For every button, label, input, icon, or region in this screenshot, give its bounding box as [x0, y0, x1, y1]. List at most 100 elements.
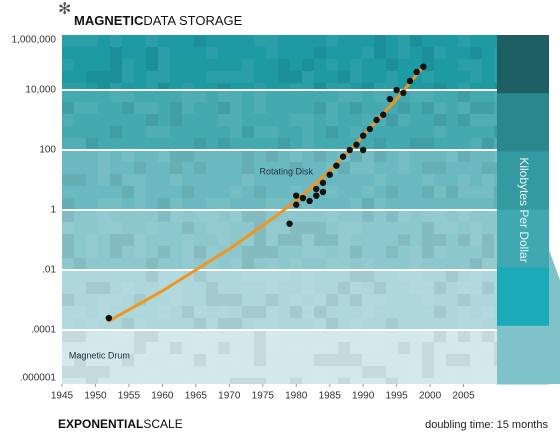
texture: [302, 234, 314, 246]
texture: [110, 174, 122, 186]
texture: [362, 270, 374, 282]
texture: [218, 222, 230, 234]
texture: [422, 71, 434, 83]
data-point: [319, 179, 327, 187]
texture: [458, 210, 470, 222]
texture: [134, 354, 146, 366]
texture: [134, 102, 146, 114]
texture: [122, 102, 134, 114]
texture: [314, 366, 326, 378]
texture: [110, 90, 122, 102]
texture: [362, 366, 374, 378]
texture: [74, 138, 86, 150]
x-tick-label: 1965: [185, 391, 208, 402]
texture: [374, 330, 386, 342]
texture: [62, 234, 74, 246]
texture: [290, 294, 302, 306]
x-tick-label: 1945: [51, 391, 74, 402]
texture: [350, 198, 362, 210]
texture: [362, 294, 374, 306]
texture: [242, 246, 254, 258]
texture: [86, 102, 98, 114]
texture: [470, 354, 482, 366]
texture: [158, 126, 170, 138]
chart-title: MAGNETICDATA STORAGE: [74, 13, 243, 28]
texture: [206, 282, 218, 294]
texture: [422, 47, 434, 59]
texture: [86, 378, 98, 384]
texture: [110, 126, 122, 138]
texture: [470, 47, 482, 59]
texture: [194, 246, 206, 258]
data-point: [286, 220, 293, 227]
texture: [410, 366, 422, 378]
texture: [110, 47, 122, 59]
scale-notch: [549, 250, 560, 384]
texture: [122, 186, 134, 198]
trend-line: [107, 65, 425, 323]
texture: [266, 47, 278, 59]
texture: [98, 210, 110, 222]
texture: [302, 71, 314, 83]
texture: [470, 186, 482, 198]
texture: [362, 186, 374, 198]
texture: [206, 222, 218, 234]
texture: [254, 342, 266, 354]
texture: [470, 270, 482, 282]
texture: [242, 126, 254, 138]
texture: [290, 83, 302, 90]
texture: [182, 222, 194, 234]
data-point: [299, 194, 307, 202]
texture: [182, 90, 194, 102]
texture: [182, 378, 194, 384]
data-point: [339, 153, 347, 160]
texture: [266, 234, 278, 246]
texture: [422, 354, 434, 366]
texture: [170, 342, 182, 354]
texture: [326, 258, 338, 270]
texture: [170, 198, 182, 210]
texture: [482, 114, 494, 126]
data-point: [386, 95, 394, 103]
texture: [122, 318, 134, 330]
texture: [398, 150, 410, 162]
texture: [458, 90, 470, 102]
texture: [146, 342, 158, 354]
x-tick-label: 2005: [452, 391, 475, 402]
texture: [98, 282, 110, 294]
logo-mark: ✻: [58, 1, 71, 18]
data-point: [306, 197, 313, 205]
texture: [110, 330, 122, 342]
texture: [170, 354, 182, 366]
texture: [374, 198, 386, 210]
texture: [158, 246, 170, 258]
texture: [206, 71, 218, 83]
texture: [266, 150, 278, 162]
texture: [194, 210, 206, 222]
texture: [206, 354, 218, 366]
title-rest: DATA STORAGE: [143, 13, 242, 28]
texture: [170, 114, 182, 126]
texture: [482, 138, 494, 150]
texture: [350, 246, 362, 258]
texture: [458, 330, 470, 342]
texture: [122, 282, 134, 294]
texture: [230, 210, 242, 222]
texture: [314, 342, 326, 354]
texture: [482, 282, 494, 294]
texture: [338, 234, 350, 246]
texture: [230, 71, 242, 83]
band: [62, 210, 497, 270]
texture: [62, 330, 74, 342]
data-point: [313, 185, 320, 193]
texture: [314, 378, 326, 384]
texture: [134, 234, 146, 246]
band: [62, 35, 497, 90]
band: [62, 150, 497, 210]
texture: [350, 282, 362, 294]
texture: [158, 342, 170, 354]
texture: [470, 234, 482, 246]
x-tick-label: 2000: [419, 391, 442, 402]
texture: [254, 126, 266, 138]
texture: [182, 102, 194, 114]
